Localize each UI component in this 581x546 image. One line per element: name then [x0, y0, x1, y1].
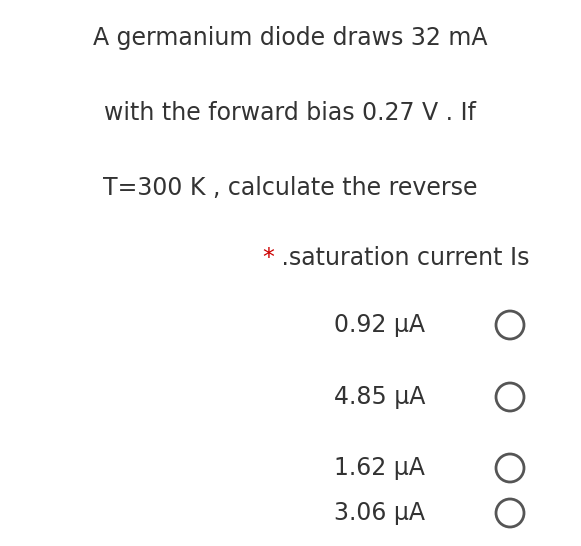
Text: 3.06 μA: 3.06 μA: [334, 501, 425, 525]
Text: A germanium diode draws 32 mA: A germanium diode draws 32 mA: [93, 26, 487, 50]
Text: 0.92 μA: 0.92 μA: [334, 313, 425, 337]
Text: .saturation current Is: .saturation current Is: [274, 246, 529, 270]
Text: 1.62 μA: 1.62 μA: [334, 456, 425, 480]
Text: *: *: [262, 246, 274, 270]
Text: 4.85 μA: 4.85 μA: [333, 385, 425, 409]
Text: with the forward bias 0.27 V . If: with the forward bias 0.27 V . If: [104, 101, 476, 125]
Text: T=300 K , calculate the reverse: T=300 K , calculate the reverse: [103, 176, 477, 200]
